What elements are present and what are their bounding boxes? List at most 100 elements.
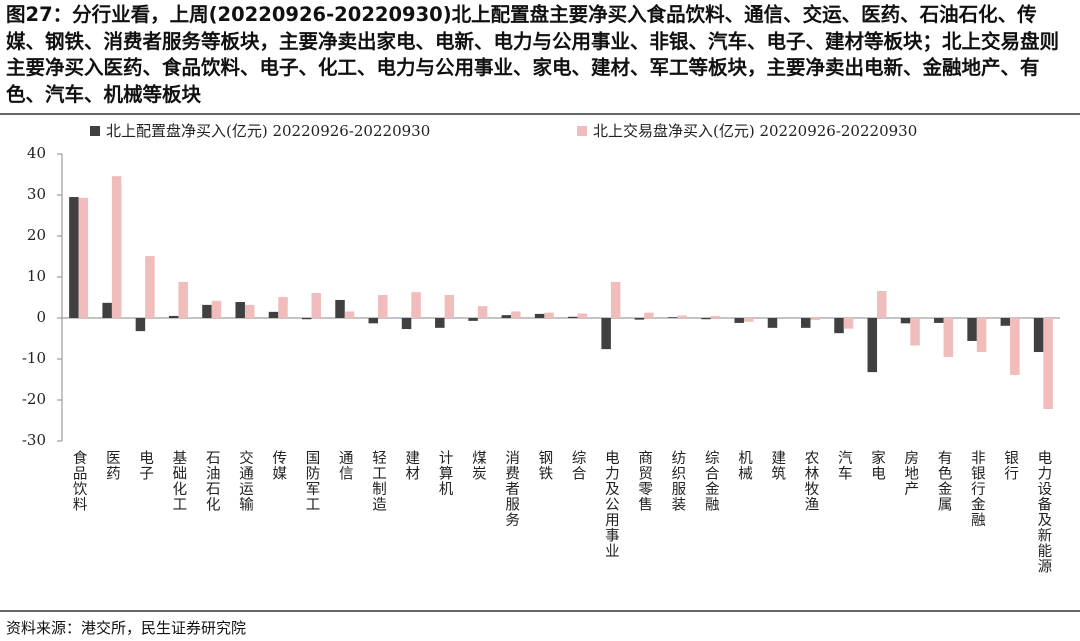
bar — [211, 300, 222, 318]
bar — [610, 281, 621, 318]
bar — [544, 312, 554, 318]
bar — [534, 313, 545, 318]
bar — [302, 318, 312, 320]
y-tick-label: -20 — [22, 390, 46, 408]
bar — [135, 318, 146, 332]
bar — [368, 318, 379, 324]
bar — [311, 292, 321, 318]
x-tick-label: 消费者服务 — [503, 450, 519, 528]
x-tick-label: 石油石化 — [204, 450, 220, 512]
x-tick-label: 建筑 — [769, 450, 785, 482]
bar — [477, 306, 488, 318]
x-tick-label: 综合金融 — [703, 450, 719, 512]
bar — [601, 318, 611, 350]
x-tick-label: 轻工制造 — [370, 450, 386, 513]
bar — [1043, 318, 1053, 410]
bar — [69, 197, 79, 318]
bar — [743, 318, 754, 322]
x-tick-label: 通信 — [337, 450, 353, 481]
x-tick-label: 电力及公用事业 — [603, 450, 619, 559]
bar — [710, 315, 721, 318]
bar — [1000, 318, 1011, 326]
bar — [102, 302, 112, 318]
x-tick-label: 交通运输 — [237, 449, 253, 512]
bar — [178, 281, 188, 318]
x-tick-label: 电子 — [137, 450, 153, 481]
bar — [667, 317, 678, 318]
x-tick-label: 家电 — [869, 450, 885, 481]
bar — [378, 295, 388, 318]
bar — [278, 297, 288, 318]
bar — [1033, 318, 1044, 353]
source-note: 资料来源：港交所，民生证券研究院 — [6, 619, 247, 637]
bar — [910, 318, 920, 346]
legend-swatch — [90, 126, 100, 136]
y-tick-label: -30 — [22, 431, 46, 449]
bar — [701, 318, 711, 320]
x-tick-label: 非银行金融 — [969, 450, 985, 528]
x-tick-label: 银行 — [1002, 450, 1018, 482]
bar — [810, 318, 820, 321]
bar — [976, 318, 987, 353]
bar — [867, 318, 878, 373]
bar — [801, 318, 811, 328]
bar — [1010, 318, 1020, 375]
y-tick-label: 10 — [27, 267, 46, 285]
bar — [577, 313, 588, 318]
bar — [834, 318, 844, 334]
chart-title: 图27：分行业看，上周(20220926-20220930)北上配置盘主要净买入… — [6, 3, 1060, 106]
bar — [435, 318, 445, 328]
bar — [335, 299, 345, 318]
x-tick-label: 煤炭 — [470, 450, 486, 481]
x-tick-label: 有色金属 — [936, 450, 952, 512]
bar — [568, 316, 578, 318]
y-tick-label: 30 — [27, 185, 46, 203]
bar — [268, 311, 279, 318]
x-tick-label: 传媒 — [270, 450, 286, 481]
x-tick-label: 医药 — [104, 450, 120, 481]
x-tick-label: 计算机 — [437, 450, 453, 497]
y-tick-label: 0 — [36, 308, 46, 326]
x-tick-label: 商贸零售 — [636, 450, 652, 512]
x-tick-label: 纺织服装 — [669, 450, 685, 512]
bar — [145, 256, 155, 318]
bar — [943, 318, 954, 357]
bar — [202, 304, 212, 318]
bar — [767, 318, 778, 328]
bar — [501, 315, 512, 318]
bar — [168, 315, 179, 318]
y-tick-label: -10 — [22, 349, 46, 367]
bar — [900, 318, 911, 324]
x-tick-label: 食品饮料 — [71, 450, 87, 512]
bar — [511, 311, 521, 318]
bar — [401, 318, 412, 330]
x-tick-label: 房地产 — [902, 450, 918, 497]
x-tick-label: 电力设备及新能源 — [1035, 450, 1051, 574]
x-tick-label: 综合 — [570, 450, 586, 481]
y-tick-label: 20 — [27, 226, 46, 244]
bar — [644, 312, 654, 318]
x-tick-label: 国防军工 — [304, 450, 320, 512]
bar — [78, 197, 89, 318]
bar — [843, 318, 854, 329]
x-tick-label: 基础化工 — [170, 450, 186, 512]
bar — [444, 295, 455, 318]
legend-swatch — [577, 126, 587, 136]
legend-label: 北上配置盘净买入(亿元) 20220926-20220930 — [106, 122, 430, 140]
bar — [468, 318, 478, 321]
legend-label: 北上交易盘净买入(亿元) 20220926-20220930 — [593, 122, 917, 140]
x-tick-label: 农林牧渔 — [803, 450, 819, 512]
bar — [967, 318, 977, 341]
x-tick-label: 建材 — [403, 450, 419, 481]
bar — [677, 315, 687, 318]
bar — [877, 290, 887, 318]
bar — [634, 318, 645, 320]
bar — [734, 318, 744, 323]
y-tick-label: 40 — [27, 144, 46, 162]
bar — [344, 311, 355, 318]
x-tick-label: 钢铁 — [536, 450, 552, 481]
x-tick-label: 机械 — [736, 450, 752, 481]
bar — [934, 318, 944, 323]
bar — [411, 292, 421, 318]
